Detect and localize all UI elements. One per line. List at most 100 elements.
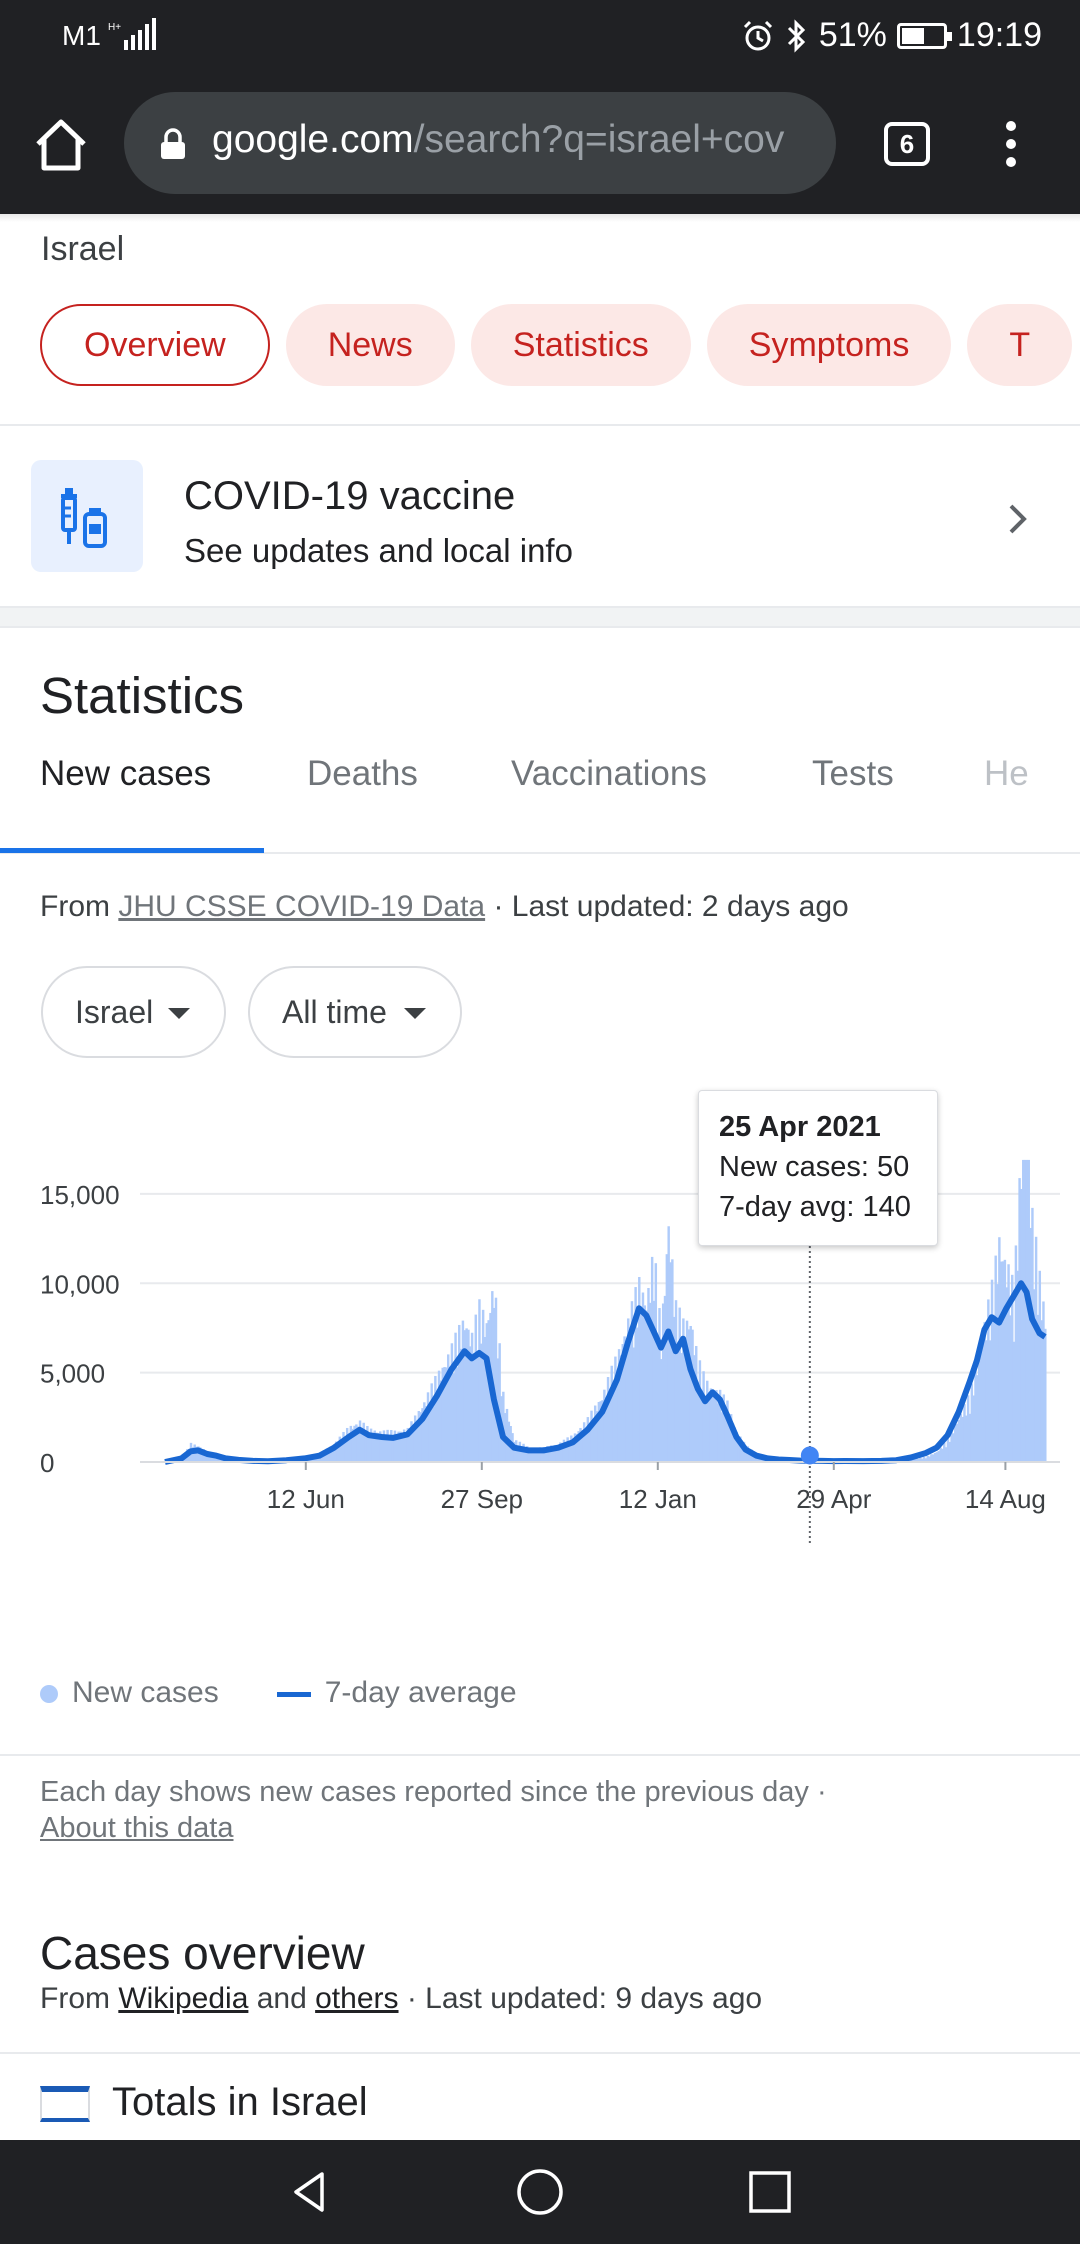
- tab-vaccinations[interactable]: Vaccinations: [511, 754, 707, 793]
- tab-deaths[interactable]: Deaths: [307, 754, 418, 793]
- bar: [682, 1318, 685, 1462]
- bar: [671, 1259, 674, 1462]
- battery-icon: [896, 22, 952, 49]
- chip-more[interactable]: T: [967, 304, 1073, 386]
- bar: [603, 1389, 606, 1462]
- bar: [333, 1445, 336, 1462]
- bar: [968, 1413, 972, 1462]
- bar: [990, 1279, 994, 1462]
- home-icon[interactable]: [32, 116, 90, 174]
- url-text[interactable]: google.com/search?q=israel+cov: [212, 118, 816, 162]
- more-menu-icon[interactable]: [996, 116, 1026, 172]
- bar: [430, 1383, 433, 1462]
- address-bar[interactable]: google.com/search?q=israel+cov: [124, 92, 836, 194]
- bar: [652, 1300, 656, 1462]
- bar: [687, 1329, 691, 1462]
- tab-switcher-button[interactable]: 6: [884, 122, 930, 166]
- bar: [592, 1420, 595, 1462]
- bar: [992, 1321, 996, 1462]
- new-cases-chart[interactable]: 0 5,000 10,000 15,000 12 Jun 27 Sep 12 Jan 29 A…: [0, 1074, 1080, 1564]
- divider: [0, 2052, 1080, 2054]
- bar: [395, 1434, 399, 1462]
- range-dropdown[interactable]: All time: [248, 966, 462, 1058]
- others-link[interactable]: others: [315, 1982, 399, 2015]
- chip-news[interactable]: News: [285, 304, 455, 386]
- bar: [693, 1355, 696, 1462]
- about-data-link[interactable]: About this data: [40, 1812, 234, 1844]
- chip-symptoms[interactable]: Symptoms: [706, 304, 952, 386]
- bar: [465, 1328, 468, 1462]
- bar: [447, 1354, 450, 1462]
- bar: [505, 1408, 509, 1462]
- bar: [926, 1455, 929, 1462]
- vaccine-card[interactable]: COVID-19 vaccine See updates and local i…: [0, 426, 1080, 606]
- bar: [988, 1340, 992, 1462]
- chip-statistics[interactable]: Statistics: [470, 304, 691, 386]
- bar: [661, 1303, 665, 1462]
- statistics-heading: Statistics: [40, 667, 245, 724]
- bar: [342, 1431, 345, 1462]
- chart-tooltip: 25 Apr 2021 New cases: 50 7-day avg: 140: [698, 1090, 938, 1246]
- bar: [722, 1394, 726, 1462]
- bar: [526, 1446, 529, 1462]
- bar: [200, 1449, 204, 1462]
- bar: [674, 1300, 678, 1462]
- section-separator: [0, 606, 1080, 628]
- overview-source: From Wikipedia and others · Last updated…: [40, 1982, 762, 2016]
- bar: [198, 1447, 202, 1462]
- recents-icon[interactable]: [746, 2168, 794, 2216]
- bar: [700, 1396, 703, 1462]
- bar: [478, 1299, 481, 1462]
- bar: [355, 1424, 358, 1462]
- bar: [981, 1345, 985, 1462]
- bar: [617, 1349, 621, 1462]
- bar: [616, 1374, 619, 1462]
- url-domain: google.com: [212, 118, 414, 161]
- bar: [672, 1316, 676, 1462]
- legend-line-icon: [276, 1691, 311, 1697]
- bar: [329, 1446, 332, 1462]
- back-icon[interactable]: [286, 2168, 334, 2216]
- lock-icon: [161, 128, 185, 159]
- x-tick-label: 27 Sep: [441, 1484, 523, 1514]
- bar: [415, 1421, 419, 1462]
- bar: [323, 1452, 327, 1462]
- bar: [715, 1390, 718, 1462]
- bar: [1003, 1259, 1007, 1462]
- bar: [404, 1435, 408, 1462]
- bar: [371, 1434, 375, 1462]
- home-nav-icon[interactable]: [516, 2168, 564, 2216]
- tab-tests[interactable]: Tests: [812, 754, 894, 793]
- source-link[interactable]: JHU CSSE COVID-19 Data: [118, 890, 486, 923]
- bar: [410, 1421, 413, 1462]
- bar: [726, 1400, 729, 1462]
- bar: [994, 1255, 997, 1462]
- bar: [919, 1457, 922, 1462]
- bar: [965, 1415, 968, 1462]
- bar: [470, 1332, 474, 1462]
- totals-row[interactable]: Totals in Israel: [40, 2080, 368, 2125]
- wikipedia-link[interactable]: Wikipedia: [118, 1982, 249, 2015]
- vaccine-icon: [31, 460, 143, 572]
- bar: [423, 1402, 426, 1462]
- bar: [566, 1437, 569, 1462]
- bar: [676, 1351, 680, 1462]
- x-tick-label: 14 Aug: [965, 1484, 1046, 1514]
- bar: [1034, 1236, 1038, 1462]
- bar: [601, 1400, 604, 1462]
- tab-new-cases[interactable]: New cases: [40, 754, 212, 793]
- tab-more[interactable]: He: [984, 754, 1029, 793]
- bar: [485, 1323, 489, 1462]
- bar: [417, 1411, 421, 1462]
- battery-percent: 51%: [818, 16, 887, 54]
- bar: [537, 1449, 540, 1462]
- bar: [959, 1413, 963, 1462]
- location-dropdown[interactable]: Israel: [41, 966, 226, 1058]
- bar: [1044, 1328, 1047, 1462]
- bar: [924, 1458, 928, 1462]
- bar: [588, 1429, 591, 1462]
- bar: [966, 1395, 970, 1462]
- bar: [946, 1438, 950, 1462]
- chip-overview[interactable]: Overview: [40, 304, 270, 386]
- bar: [1029, 1227, 1032, 1462]
